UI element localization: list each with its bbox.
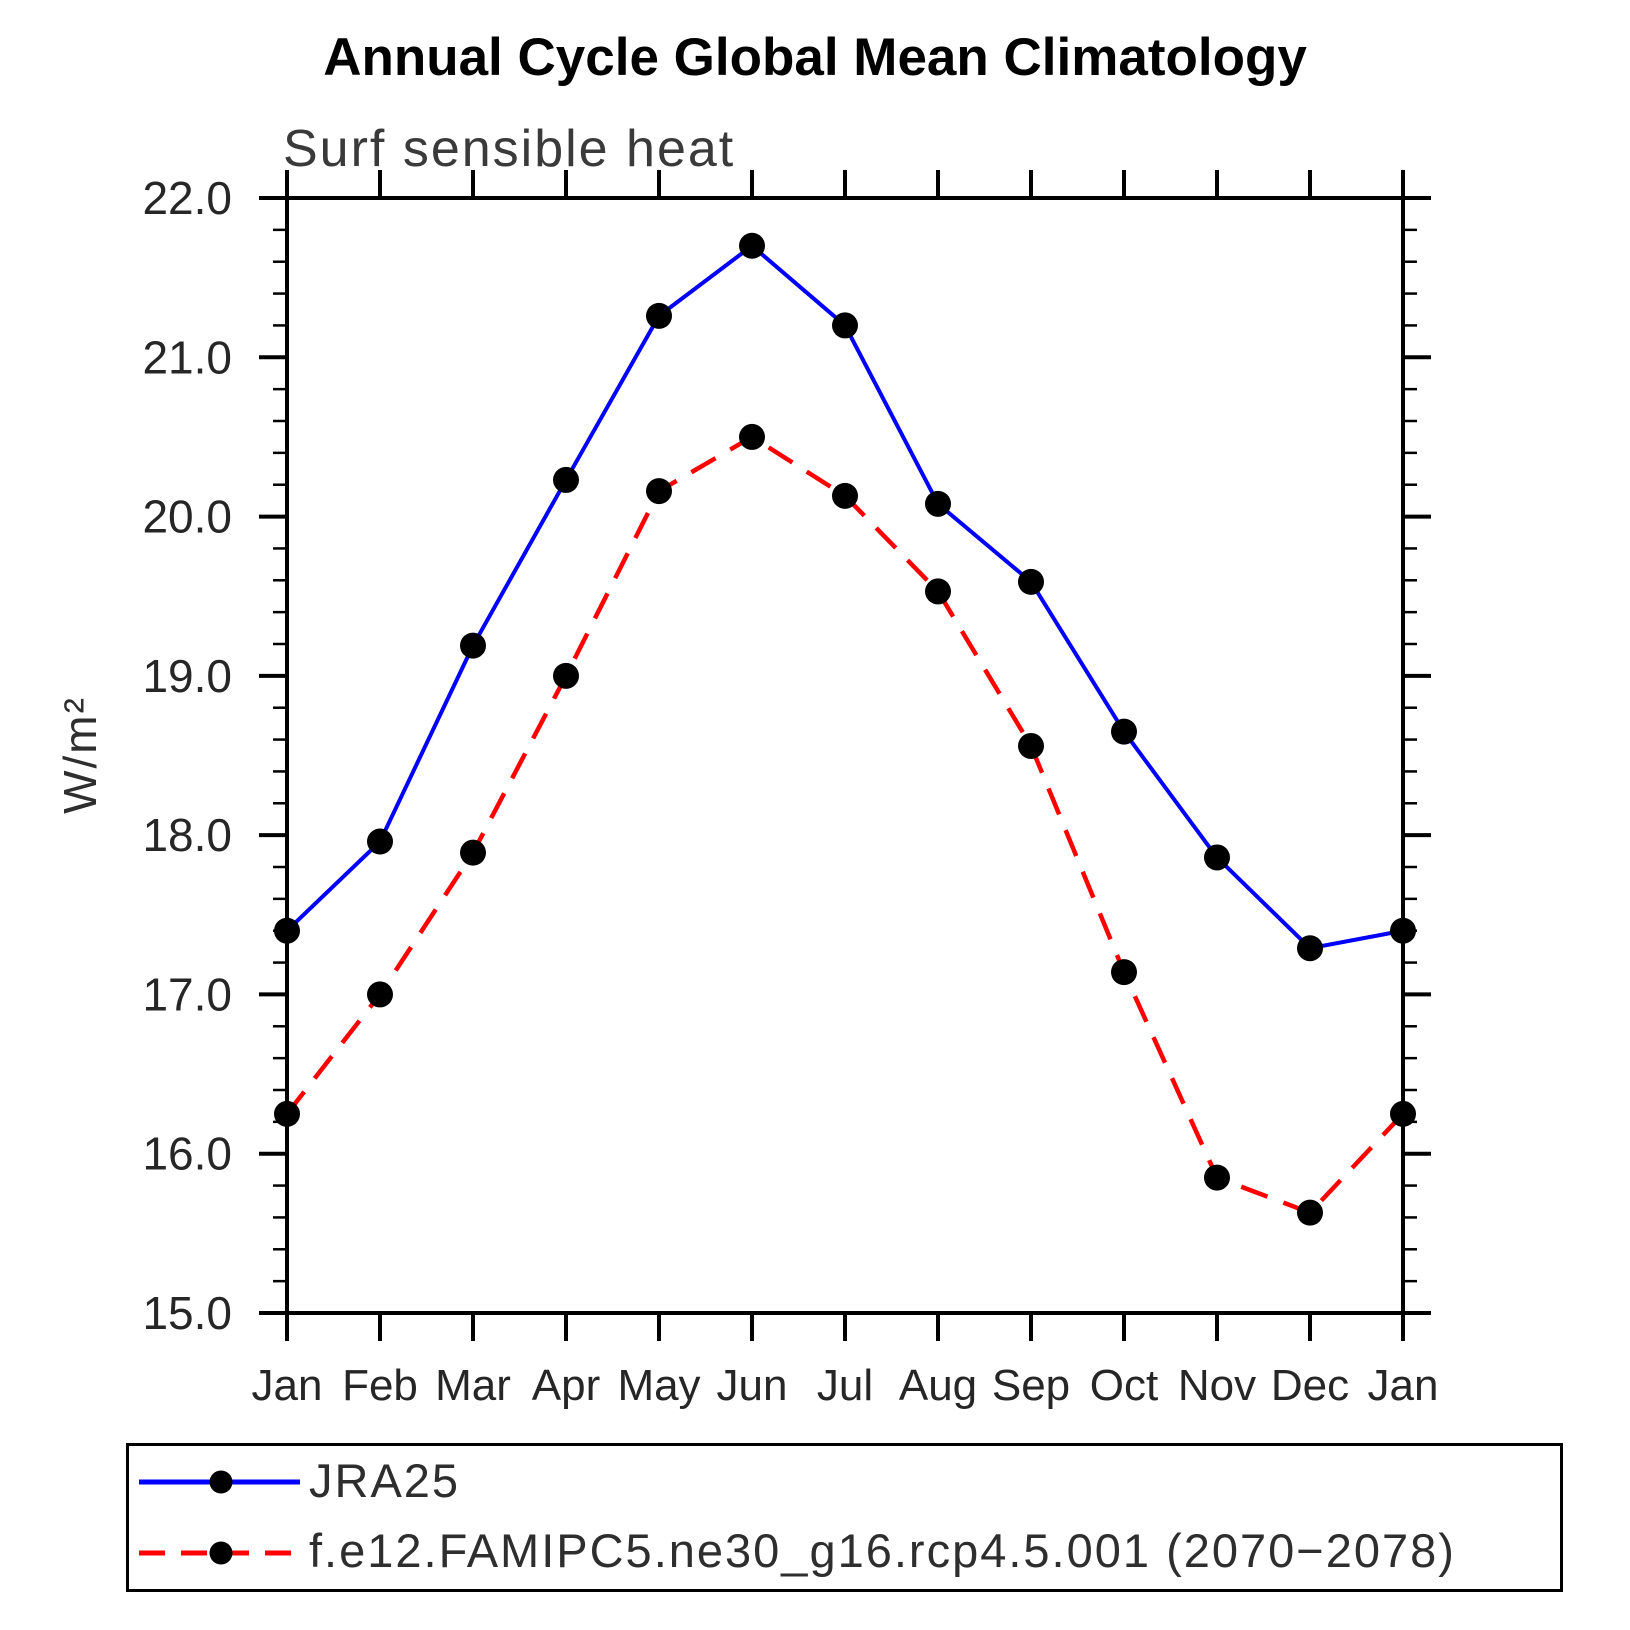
legend-item-model: f.e12.FAMIPC5.ne30_g16.rcp4.5.001 (2070−…	[133, 1518, 1560, 1587]
data-point-marker	[1297, 935, 1323, 962]
y-tick-label: 20.0	[142, 491, 232, 543]
x-tick-label: Feb	[342, 1361, 418, 1410]
x-tick-label: Nov	[1178, 1361, 1256, 1410]
x-tick-label: Mar	[435, 1361, 511, 1410]
x-tick-label: Jan	[252, 1361, 323, 1410]
data-point-marker	[1204, 1164, 1230, 1191]
data-point-marker	[1204, 844, 1230, 871]
y-tick-label: 22.0	[142, 172, 232, 224]
chart-subtitle: Surf sensible heat	[283, 120, 736, 178]
data-point-marker	[367, 828, 393, 855]
legend-line-sample-jra25	[139, 1470, 300, 1494]
data-point-marker	[274, 1100, 300, 1127]
data-point-marker	[925, 490, 951, 517]
legend-line-sample-model	[139, 1541, 300, 1565]
data-point-marker	[832, 312, 858, 339]
data-point-marker	[460, 839, 486, 866]
data-point-marker	[646, 302, 672, 329]
x-tick-label: Aug	[899, 1361, 977, 1410]
data-point-marker	[1111, 718, 1137, 745]
data-point-marker	[274, 917, 300, 944]
data-point-marker	[1018, 732, 1044, 759]
legend-label-model: f.e12.FAMIPC5.ne30_g16.rcp4.5.001 (2070−…	[309, 1524, 1456, 1578]
series-line-0	[285, 243, 1404, 951]
chart-title: Annual Cycle Global Mean Climatology	[323, 28, 1307, 87]
x-tick-label: Sep	[992, 1361, 1070, 1410]
data-point-marker	[739, 232, 765, 259]
legend-label-jra25: JRA25	[309, 1453, 461, 1507]
legend: JRA25 f.e12.FAMIPC5.ne30_g16.rcp4.5.001 …	[126, 1443, 1563, 1592]
data-point-marker	[1390, 917, 1416, 944]
x-tick-label: Jan	[1368, 1361, 1439, 1410]
data-point-marker	[1111, 959, 1137, 986]
legend-marker	[209, 1541, 233, 1565]
data-point-marker	[832, 482, 858, 509]
x-tick-label: May	[617, 1361, 700, 1410]
axis-frame	[285, 196, 1405, 1315]
x-tick-label: Jun	[717, 1361, 788, 1410]
y-tick-label: 15.0	[142, 1287, 232, 1339]
data-point-marker	[925, 578, 951, 605]
x-tick-label: Oct	[1090, 1361, 1158, 1410]
data-point-marker	[646, 478, 672, 505]
y-tick-label: 21.0	[142, 331, 232, 383]
data-point-marker	[367, 981, 393, 1008]
y-tick-label: 16.0	[142, 1128, 232, 1180]
legend-item-jra25: JRA25	[133, 1448, 1560, 1517]
data-point-marker	[553, 662, 579, 689]
data-point-marker	[460, 632, 486, 659]
x-tick-label: Dec	[1271, 1361, 1349, 1410]
y-tick-label: 17.0	[142, 968, 232, 1020]
legend-marker	[209, 1470, 233, 1494]
series-line-1	[285, 434, 1405, 1216]
x-tick-label: Apr	[532, 1361, 600, 1410]
data-point-marker	[1297, 1199, 1323, 1226]
y-tick-label: 18.0	[142, 809, 232, 861]
x-tick-label: Jul	[817, 1361, 873, 1410]
data-point-marker	[739, 423, 765, 450]
data-point-marker	[1390, 1100, 1416, 1127]
data-point-marker	[553, 466, 579, 493]
data-point-marker	[1018, 568, 1044, 595]
y-tick-label: 19.0	[142, 650, 232, 702]
